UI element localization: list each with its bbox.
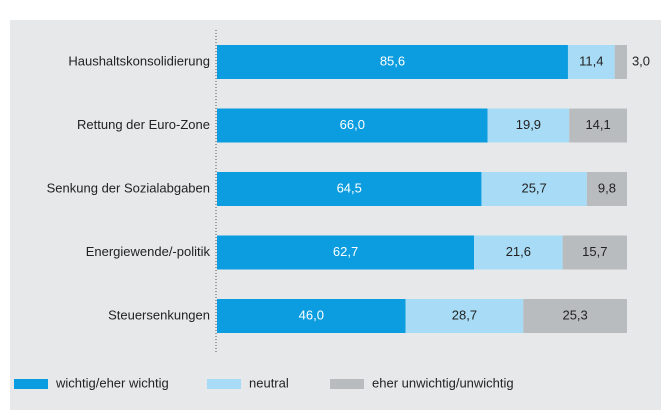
bar-segment (217, 172, 482, 206)
bar-segment (217, 45, 568, 79)
category-label: Energiewende/-politik (86, 244, 211, 259)
value-label: 19,9 (516, 117, 541, 132)
bar-segment (481, 172, 587, 206)
legend-swatch (207, 379, 241, 389)
bar-segment (569, 108, 627, 143)
category-label: Haushaltskonsolidierung (68, 53, 210, 68)
value-label: 14,1 (585, 117, 610, 132)
legend-swatch (330, 379, 364, 389)
bar-segment (586, 172, 627, 206)
bar-segment (523, 299, 627, 333)
category-label: Steuersenkungen (108, 307, 210, 322)
value-label: 3,0 (632, 53, 650, 68)
bar-segment (567, 45, 615, 79)
bar-segment (217, 108, 488, 143)
category-label: Senkung der Sozialabgaben (47, 180, 210, 195)
legend-swatch (14, 379, 48, 389)
value-label: 66,0 (340, 117, 365, 132)
value-label: 25,7 (521, 180, 546, 195)
category-label: Rettung der Euro-Zone (77, 117, 210, 132)
value-label: 9,8 (598, 180, 616, 195)
bar-segment (405, 299, 524, 333)
legend-label: wichtig/eher wichtig (55, 375, 169, 390)
bar-segment (217, 299, 406, 333)
value-label: 11,4 (579, 53, 603, 68)
value-label: 21,6 (506, 244, 531, 259)
value-label: 25,3 (562, 307, 587, 322)
bar-segment (487, 108, 570, 143)
legend-label: neutral (249, 375, 289, 390)
legend-label: eher unwichtig/unwichtig (372, 375, 514, 390)
value-label: 85,6 (380, 53, 405, 68)
value-label: 15,7 (582, 244, 607, 259)
bar-segment (217, 235, 475, 270)
value-label: 62,7 (333, 244, 358, 259)
value-label: 64,5 (337, 180, 362, 195)
bar-segment (614, 45, 627, 79)
value-label: 28,7 (452, 307, 477, 322)
value-label: 46,0 (299, 307, 324, 322)
panel (10, 20, 661, 410)
bar-segment (474, 235, 563, 270)
bar-segment (562, 235, 627, 270)
